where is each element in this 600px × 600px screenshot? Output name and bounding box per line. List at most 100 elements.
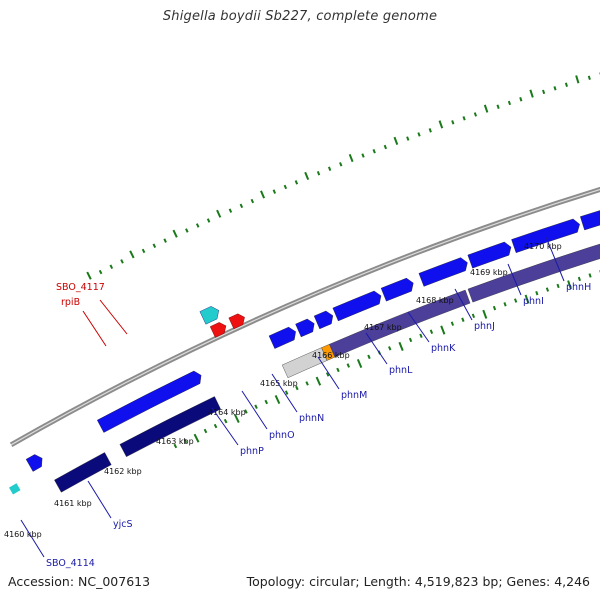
- forward-strand-genes[interactable]: [25, 191, 600, 472]
- inner-tick-mark: [492, 305, 497, 311]
- gene-label-leaders: [20, 236, 565, 558]
- inner-tick-mark: [244, 409, 248, 414]
- rna-rpiB-2[interactable]: [228, 313, 245, 330]
- gene-label[interactable]: phnI: [523, 296, 544, 307]
- outer-tick-mark: [361, 153, 365, 158]
- outer-tick-mark: [438, 120, 444, 129]
- inner-tick-mark: [408, 337, 413, 343]
- outer-tick-mark: [86, 271, 92, 280]
- leader-line: [87, 480, 112, 519]
- gene-left-fragment[interactable]: [25, 454, 43, 472]
- outer-tick-mark: [564, 82, 568, 87]
- inner-tick-mark: [346, 363, 350, 368]
- leader-line: [82, 310, 107, 347]
- inner-tick-mark: [315, 376, 322, 386]
- inner-tick-mark: [356, 358, 363, 369]
- gene-forward-2[interactable]: [295, 318, 315, 338]
- gene-label[interactable]: phnH: [566, 282, 591, 293]
- rna-left-edge[interactable]: [9, 483, 21, 495]
- scale-tick-label: 4164 kbp: [208, 408, 246, 417]
- gene-forward-1[interactable]: [268, 326, 296, 349]
- scale-tick-label: 4166 kbp: [312, 351, 350, 360]
- outer-tick-mark: [195, 223, 200, 228]
- gene-forward-8[interactable]: [511, 218, 580, 253]
- gene-forward-7[interactable]: [467, 241, 512, 269]
- reverse-strand-genes[interactable]: [54, 229, 600, 493]
- gene-label[interactable]: phnP: [240, 446, 264, 457]
- scale-tick-label: 4169 kbp: [470, 268, 508, 277]
- inner-tick-mark: [274, 395, 281, 405]
- gene-label[interactable]: phnK: [431, 343, 456, 354]
- rna-rpiB-1[interactable]: [209, 322, 227, 338]
- genome-summary-text: Topology: circular; Length: 4,519,823 bp…: [246, 574, 590, 589]
- genome-backbone: [9, 186, 600, 447]
- map-title: Shigella boydii Sb227, complete genome: [162, 9, 438, 24]
- rna-features[interactable]: [9, 306, 245, 495]
- inner-tick-mark: [254, 404, 258, 409]
- gene-forward-4[interactable]: [332, 290, 382, 322]
- scale-tick-label: 4160 kbp: [4, 530, 42, 539]
- gene-label[interactable]: rpiB: [61, 297, 80, 308]
- outer-tick-mark: [428, 128, 432, 133]
- inner-tick-mark: [524, 294, 530, 304]
- inner-tick-mark: [398, 341, 404, 351]
- inner-tick-mark: [461, 317, 465, 322]
- gene-forward-3[interactable]: [313, 310, 334, 330]
- leader-line: [20, 519, 45, 558]
- gene-label[interactable]: phnN: [299, 413, 324, 424]
- rna-SBO_4117[interactable]: [199, 306, 220, 325]
- inner-tick-mark: [471, 313, 476, 319]
- gene-label[interactable]: SBO_4114: [46, 558, 95, 569]
- outer-tick-mark: [327, 166, 332, 171]
- leader-line: [271, 373, 298, 413]
- gene-forward-5[interactable]: [380, 277, 414, 302]
- scale-tick-label: 4170 kbp: [524, 242, 562, 251]
- outer-tick-mark: [206, 218, 211, 223]
- gene-label[interactable]: yjcS: [113, 519, 133, 530]
- backbone-highlight: [10, 188, 600, 446]
- outer-tick-mark: [406, 136, 410, 141]
- gene-forward-9[interactable]: [580, 209, 600, 231]
- outer-tick-mark: [587, 75, 591, 80]
- outer-tick-mark: [542, 89, 546, 95]
- gene-yjcS[interactable]: [119, 396, 221, 458]
- outer-tick-dots: [86, 72, 600, 280]
- gene-label[interactable]: phnL: [389, 365, 413, 376]
- outer-tick-mark: [417, 132, 421, 137]
- outer-tick-mark: [507, 100, 512, 106]
- gene-SBO_4114[interactable]: [54, 452, 112, 493]
- gene-labels[interactable]: SBO_4114 yjcS phnP phnO phnN phnM phnL phnK phnJ…: [46, 282, 591, 569]
- inner-tick-mark: [556, 283, 560, 289]
- gene-forward-6[interactable]: [418, 257, 468, 287]
- scale-tick-label: 4167 kbp: [364, 323, 402, 332]
- outer-tick-mark: [316, 171, 321, 176]
- gene-phnN-phnL[interactable]: [329, 289, 471, 358]
- outer-tick-mark: [283, 184, 288, 190]
- inner-tick-mark: [514, 298, 518, 303]
- inner-tick-mark: [173, 443, 178, 449]
- gene-label[interactable]: phnO: [269, 430, 295, 441]
- outer-tick-mark: [473, 112, 478, 117]
- outer-tick-mark: [129, 250, 135, 259]
- inner-tick-mark: [440, 325, 446, 335]
- gene-label[interactable]: phnM: [341, 390, 367, 401]
- outer-tick-mark: [152, 243, 157, 248]
- outer-tick-mark: [519, 97, 523, 102]
- gene-label[interactable]: phnJ: [474, 321, 495, 332]
- inner-tick-mark: [419, 333, 423, 339]
- gene-label[interactable]: SBO_4117: [56, 282, 105, 293]
- gene-forward-yjcS[interactable]: [96, 370, 202, 433]
- gene-phnK-phnH[interactable]: [467, 234, 600, 303]
- leader-line: [99, 299, 128, 335]
- outer-tick-mark: [496, 104, 500, 109]
- inner-tick-mark: [545, 287, 550, 292]
- outer-tick-mark: [348, 153, 354, 163]
- leader-line: [407, 311, 430, 343]
- inner-tick-mark: [295, 385, 299, 391]
- inner-tick-mark: [203, 428, 208, 434]
- inner-tick-mark: [183, 438, 188, 444]
- outer-tick-mark: [553, 86, 557, 91]
- outer-tick-mark: [228, 208, 233, 213]
- outer-tick-mark: [372, 149, 376, 154]
